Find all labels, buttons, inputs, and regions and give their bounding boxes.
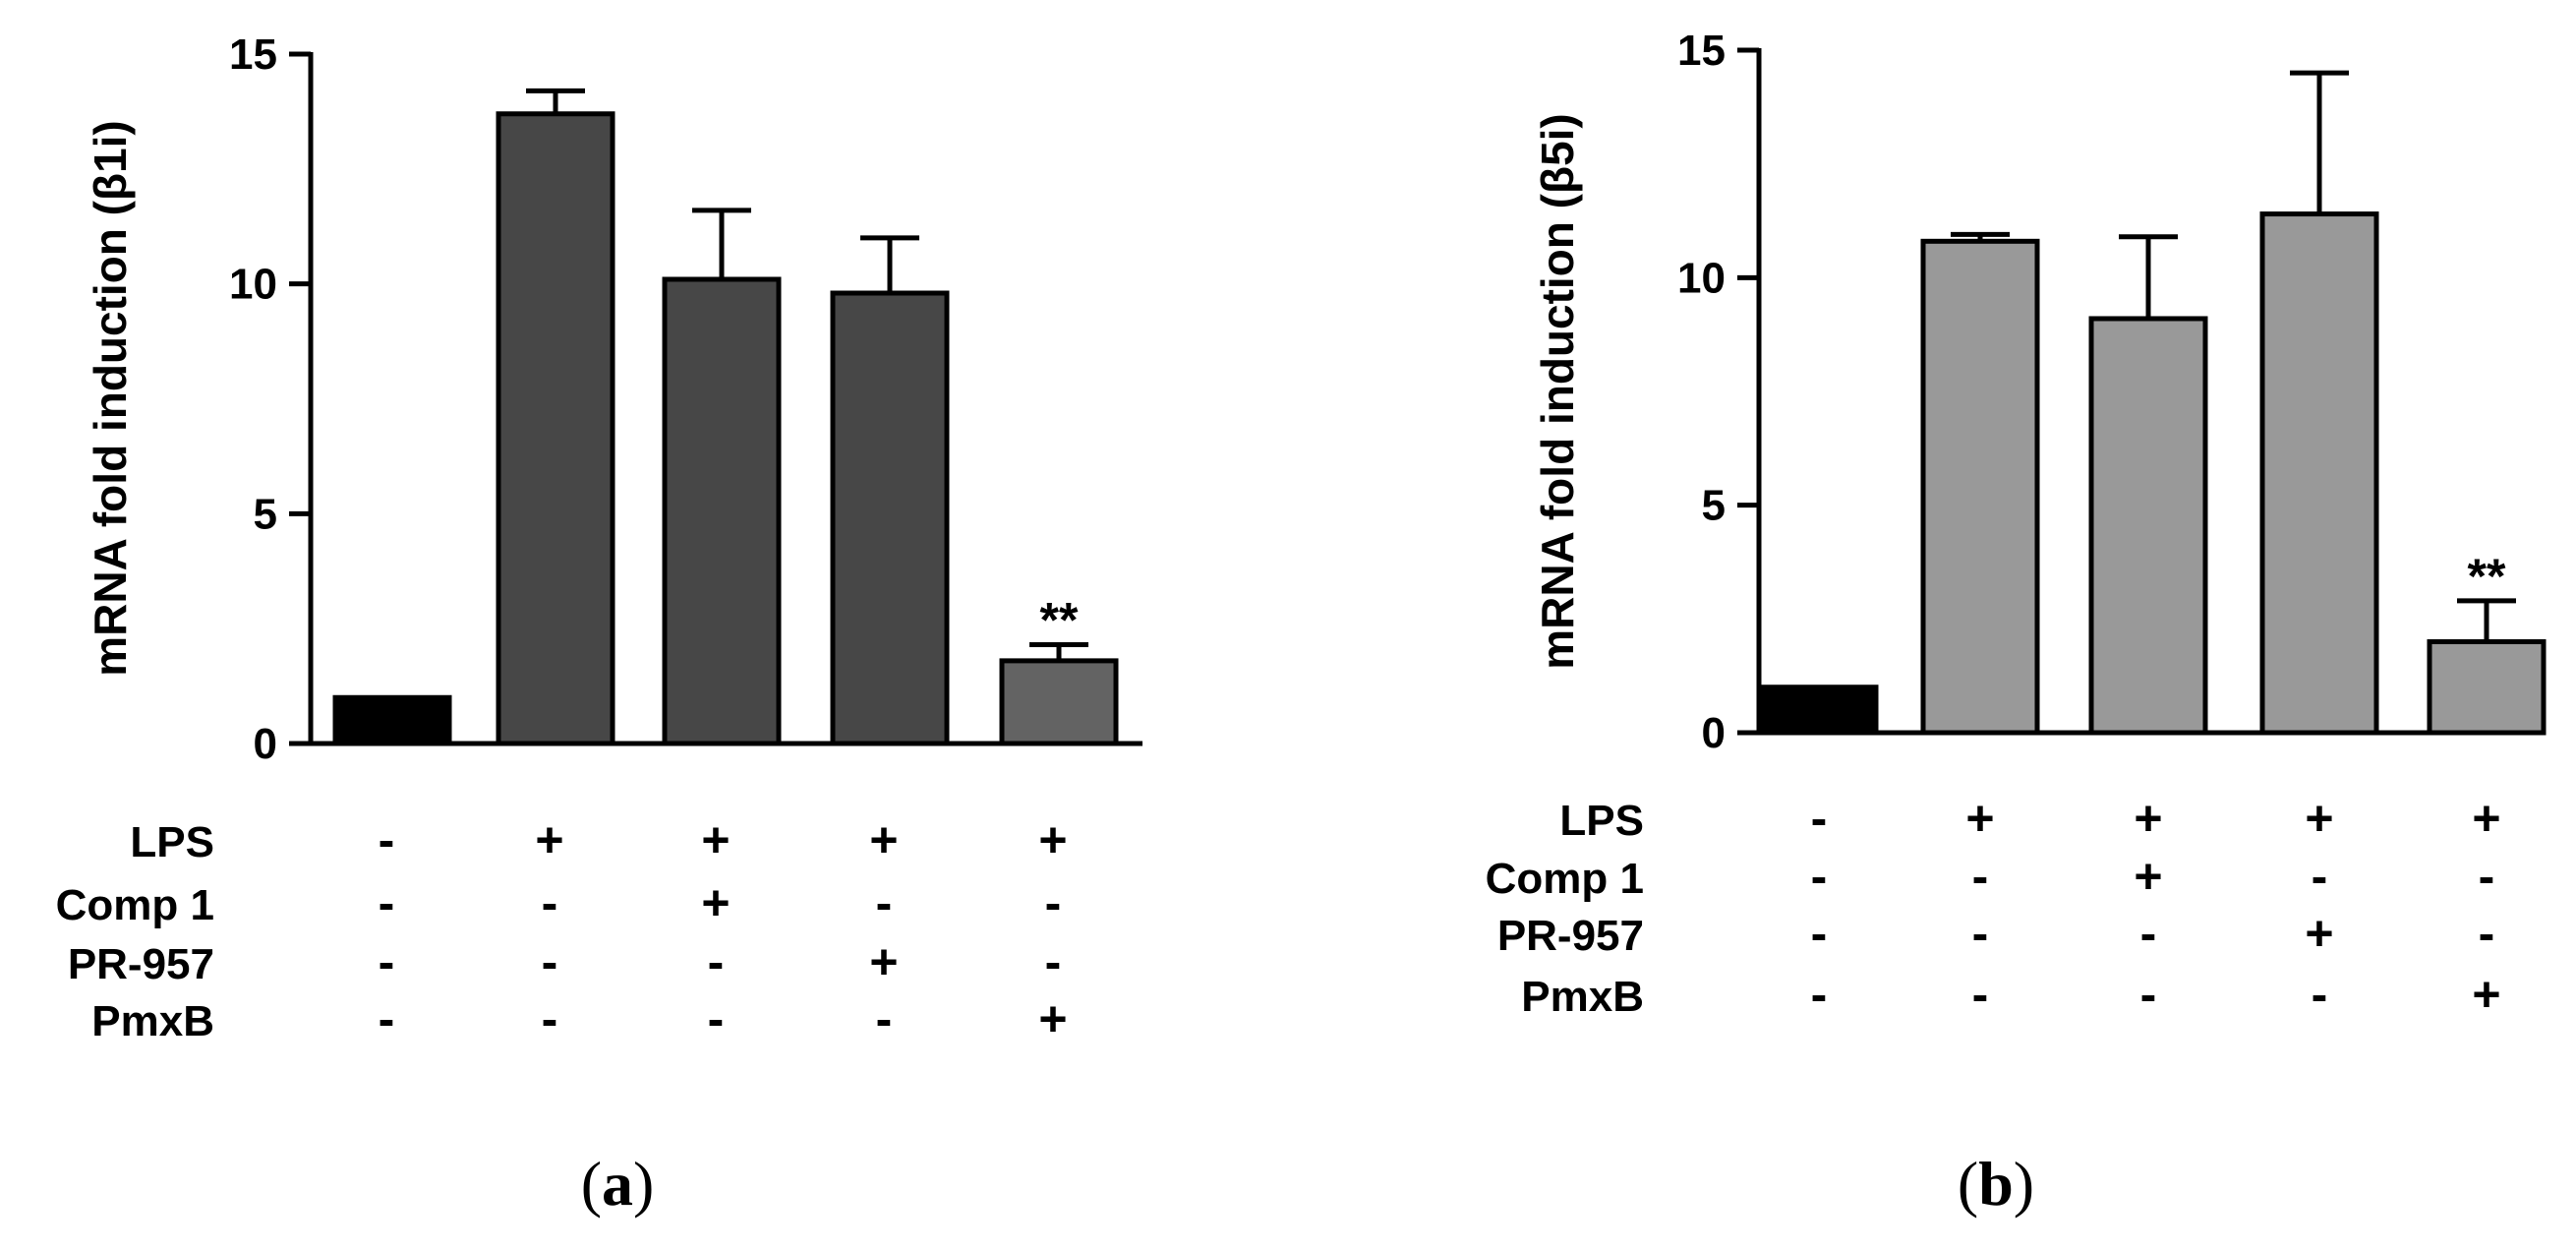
chart-b-lps-sign-1: - [1811,791,1828,846]
chart-b-lps-sign-4: + [2305,791,2333,846]
chart-b-lps-sign-3: + [2134,791,2162,846]
chart-b-bar-1 [1759,685,1879,736]
chart-a-row-label-lps: LPS [130,818,214,866]
chart-a-bar-1 [332,694,452,746]
chart-b-row-label-lps: LPS [1559,797,1644,845]
chart-a-lps-sign-3: + [701,812,730,867]
chart-a-y-axis-label: mRNA fold induction (β1i) [85,120,136,677]
chart-a-comp-1-sign-3: + [701,875,730,930]
chart-a-bar-4 [830,290,950,746]
chart-b-comp-1-sign-3: + [2134,849,2162,904]
chart-b-significance-5: ** [2468,549,2506,604]
chart-b-row-label-comp-1: Comp 1 [1486,855,1644,903]
chart-b-pmxb-sign-5: + [2472,967,2500,1022]
chart-b-ytick-label-15: 15 [1677,27,1726,75]
chart-a-pmxb-sign-5: + [1038,991,1067,1046]
chart-a-row-label-pr-957: PR-957 [68,940,214,988]
panel-b-label: (b) [1958,1149,2034,1219]
chart-b-comp-1-sign-4: - [2312,849,2328,904]
chart-b-bar-3 [2088,316,2208,736]
chart-b-ytick-label-0: 0 [1702,709,1726,757]
chart-a-ytick-label-10: 10 [229,261,277,309]
chart-b-pr-957-sign-3: - [2140,906,2157,961]
chart-a-lps-sign-5: + [1038,812,1067,867]
chart-b-bar-2 [1920,238,2040,736]
chart-a-pr-957-sign-2: - [542,934,558,989]
chart-a-pr-957-sign-1: - [379,934,395,989]
chart-a-pr-957-sign-5: - [1045,934,1062,989]
chart-a-lps-sign-1: - [379,812,395,867]
chart-a-significance-5: ** [1040,593,1079,648]
chart-b-row-label-pmxb: PmxB [1521,973,1644,1021]
chart-b-ytick-label-5: 5 [1702,482,1726,530]
chart-b-pmxb-sign-2: - [1972,967,1989,1022]
panel-a-label: (a) [581,1149,655,1219]
chart-a-row-label-pmxb: PmxB [91,997,214,1045]
chart-a-ytick-label-5: 5 [254,490,277,538]
chart-a-lps-sign-2: + [535,812,563,867]
chart-b-y-axis-label: mRNA fold induction (β5i) [1532,113,1583,670]
chart-a-ytick-label-0: 0 [254,720,277,768]
chart-b-comp-1-sign-2: - [1972,849,1989,904]
chart-a-comp-1-sign-2: - [542,875,558,930]
chart-a-comp-1-sign-5: - [1045,875,1062,930]
chart-a-bar-3 [662,276,782,746]
chart-b-comp-1-sign-1: - [1811,849,1828,904]
chart-b-bar-5 [2427,638,2547,736]
chart-a-pr-957-sign-4: + [869,934,898,989]
chart-b-comp-1-sign-5: - [2479,849,2495,904]
chart-b-pr-957-sign-1: - [1811,906,1828,961]
chart-a-pr-957-sign-3: - [708,934,725,989]
chart-a-bar-2 [496,111,615,746]
chart-b-lps-sign-5: + [2472,791,2500,846]
chart-a-comp-1-sign-4: - [876,875,893,930]
chart-a-bar-5 [999,658,1119,746]
chart-b-row-label-pr-957: PR-957 [1497,912,1644,960]
chart-b-pmxb-sign-4: - [2312,967,2328,1022]
chart-b-pr-957-sign-2: - [1972,906,1989,961]
chart-b-lps-sign-2: + [1965,791,1994,846]
chart-b-ytick-label-10: 10 [1677,254,1726,302]
chart-a-pmxb-sign-3: - [708,991,725,1046]
chart-a-pmxb-sign-2: - [542,991,558,1046]
chart-a-pmxb-sign-1: - [379,991,395,1046]
chart-b-pmxb-sign-3: - [2140,967,2157,1022]
chart-a-pmxb-sign-4: - [876,991,893,1046]
chart-b-bar-4 [2259,211,2379,736]
chart-b-pmxb-sign-1: - [1811,967,1828,1022]
chart-a-ytick-label-15: 15 [229,30,277,79]
chart-b-pr-957-sign-4: + [2305,906,2333,961]
chart-a-comp-1-sign-1: - [379,875,395,930]
chart-b-pr-957-sign-5: - [2479,906,2495,961]
chart-a-lps-sign-4: + [869,812,898,867]
chart-a-row-label-comp-1: Comp 1 [56,881,214,929]
